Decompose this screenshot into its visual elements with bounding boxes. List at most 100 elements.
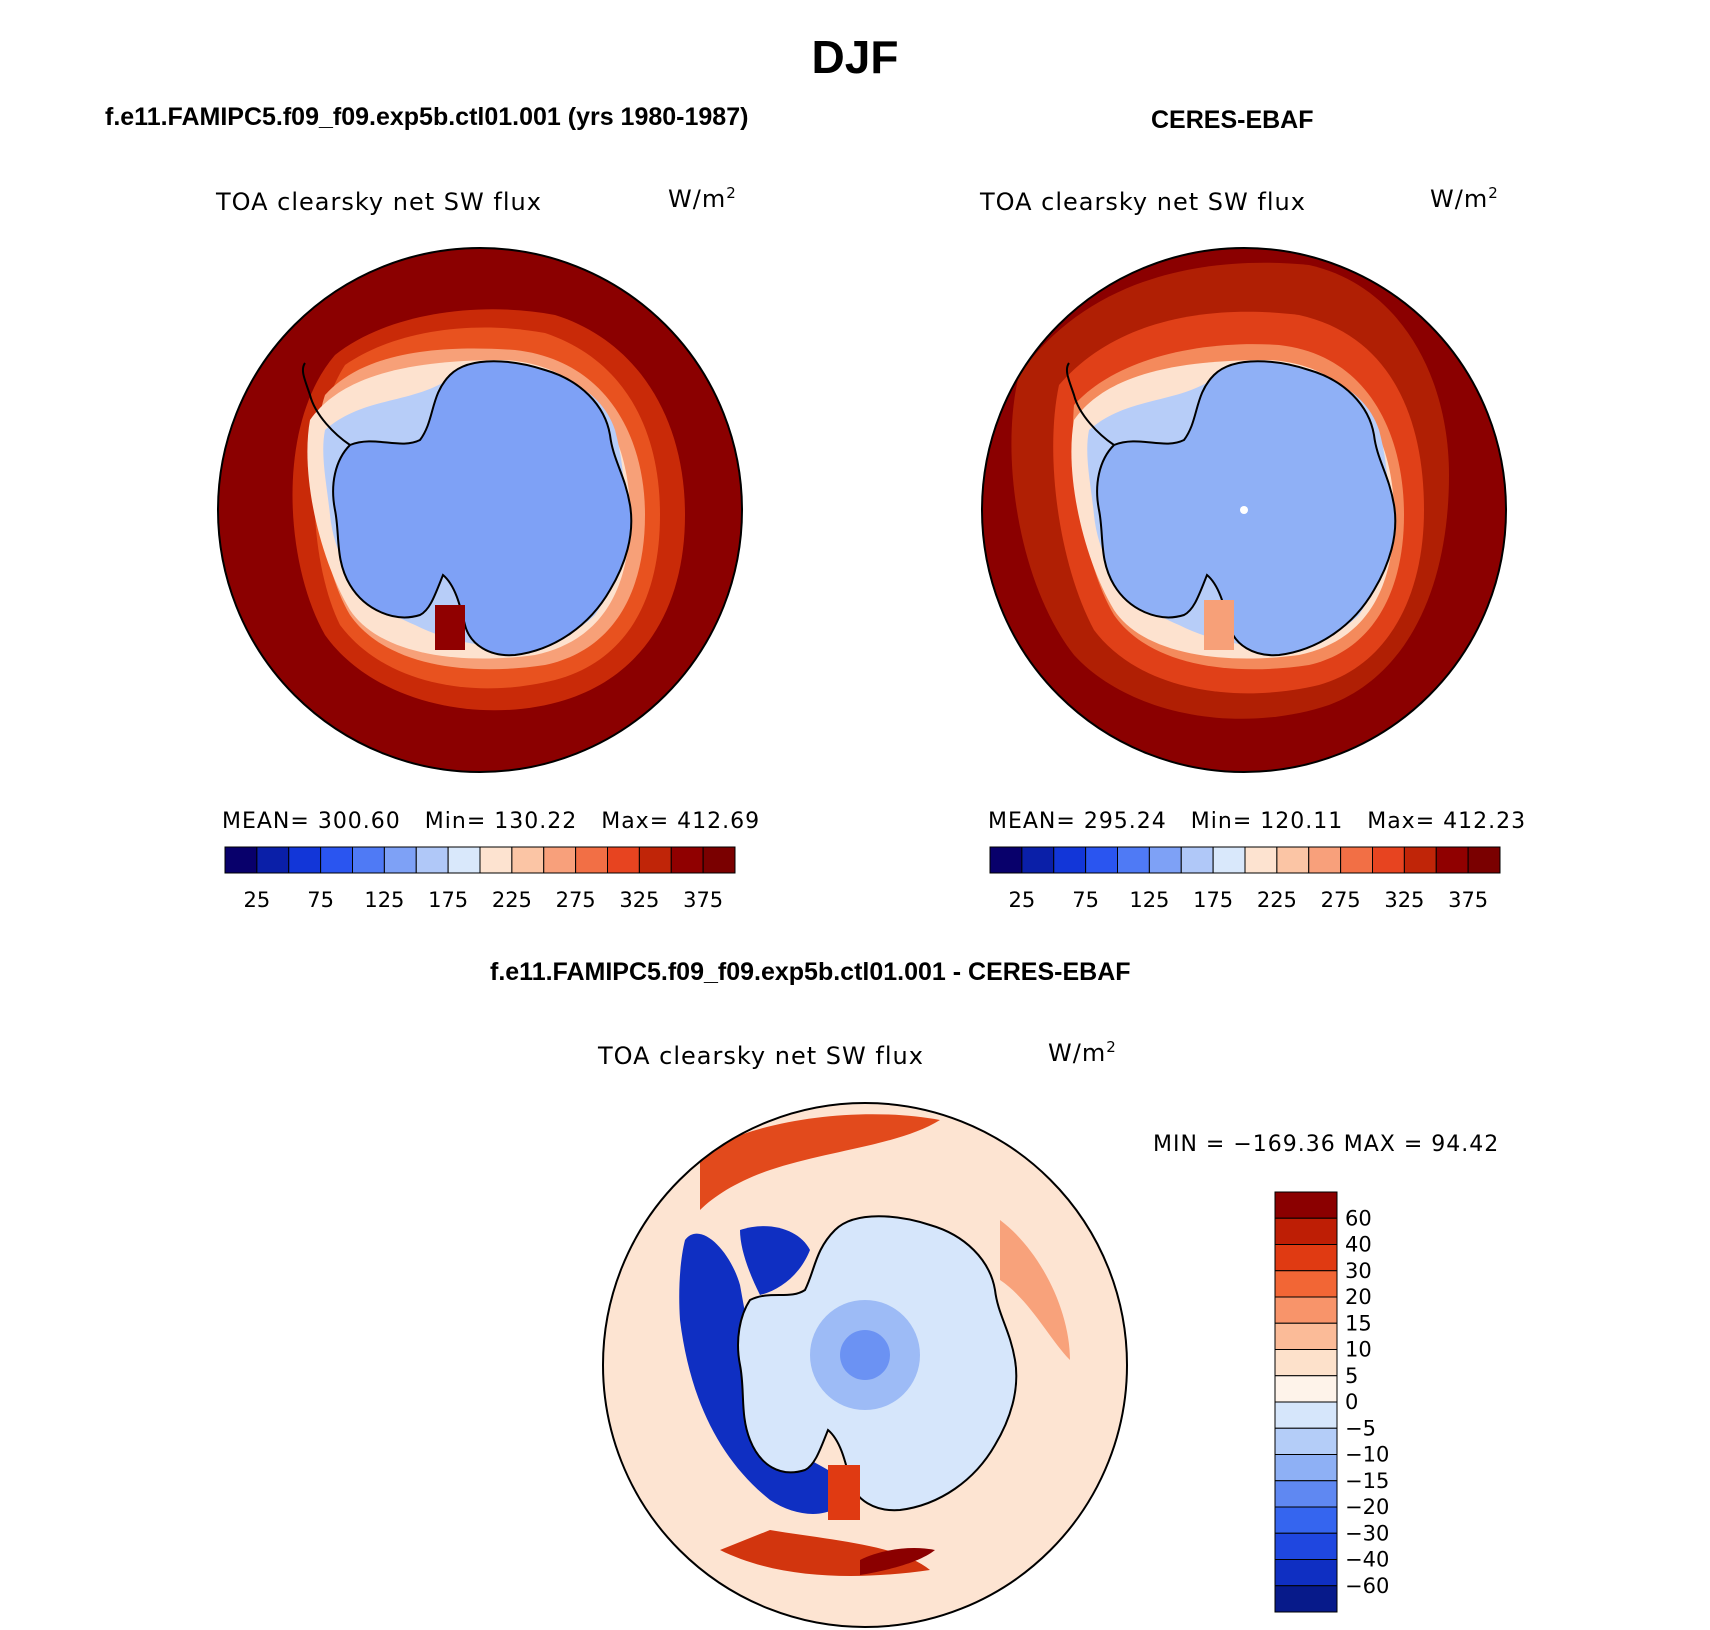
- diff-north-red-band: [700, 1114, 940, 1210]
- model-ross-shelf-hot: [435, 605, 465, 650]
- colorbar-swatch: [543, 846, 577, 874]
- colorbar-tick-label: 325: [619, 888, 659, 912]
- model-variable-label: TOA clearsky net SW flux: [216, 188, 542, 216]
- diff-pole-blue: [840, 1330, 890, 1380]
- colorbar-swatch: [224, 846, 258, 874]
- colorbar-swatch: [670, 846, 704, 874]
- colorbar-swatch: [1085, 846, 1118, 874]
- obs-colorbar: 25 75 125 175 225 275 325 375: [989, 846, 1501, 912]
- colorbar-tick-label: 60: [1345, 1206, 1372, 1230]
- model-polar-map: [217, 247, 743, 773]
- diff-west-blue: [679, 1233, 850, 1514]
- colorbar-tick-label: 40: [1345, 1233, 1372, 1257]
- colorbar-tick-label: 75: [307, 888, 334, 912]
- colorbar-tick-label: 125: [1129, 888, 1169, 912]
- colorbar-swatch: [1117, 846, 1150, 874]
- colorbar-swatch: [288, 846, 322, 874]
- obs-max: Max= 412.23: [1367, 809, 1527, 834]
- colorbar-tick-label: 325: [1384, 888, 1424, 912]
- model-colorbar: 25 75 125 175 225 275 325 375: [224, 846, 736, 912]
- model-stats: MEAN= 300.60 Min= 130.22 Max= 412.69: [222, 809, 760, 834]
- obs-units-label: W/m2: [1430, 184, 1499, 213]
- colorbar-tick-label: 175: [428, 888, 468, 912]
- colorbar-tick-label: 25: [244, 888, 271, 912]
- colorbar-swatch: [1274, 1480, 1338, 1508]
- diff-minmax: MIN = −169.36 MAX = 94.42: [1153, 1132, 1500, 1157]
- diff-south-dark: [860, 1548, 935, 1575]
- colorbar-tick-label: 30: [1345, 1259, 1372, 1283]
- colorbar-swatch: [1244, 846, 1278, 874]
- colorbar-swatch: [1274, 1244, 1338, 1272]
- colorbar-swatch: [1403, 846, 1437, 874]
- colorbar-swatch: [1274, 1349, 1338, 1377]
- colorbar-swatch: [256, 846, 290, 874]
- obs-panel-title: CERES-EBAF: [1151, 106, 1314, 134]
- colorbar-swatch: [447, 846, 481, 874]
- colorbar-swatch: [1372, 846, 1405, 874]
- diff-units-label: W/m2: [1048, 1038, 1117, 1067]
- colorbar-tick-label: 225: [1257, 888, 1297, 912]
- colorbar-swatch: [638, 846, 672, 874]
- obs-peninsula: [1065, 362, 1115, 446]
- colorbar-swatch: [1274, 1375, 1338, 1403]
- colorbar-swatch: [1276, 846, 1310, 874]
- colorbar-swatch: [415, 846, 449, 874]
- colorbar-swatch: [1467, 846, 1501, 874]
- model-map-border: [217, 247, 743, 773]
- model-min: Min= 130.22: [424, 809, 578, 834]
- colorbar-swatch: [607, 846, 640, 874]
- colorbar-tick-label: 10: [1345, 1338, 1372, 1362]
- colorbar-tick-label: −15: [1345, 1469, 1389, 1493]
- colorbar-tick-label: 5: [1345, 1364, 1358, 1388]
- colorbar-swatch: [1274, 1585, 1338, 1613]
- obs-variable-label: TOA clearsky net SW flux: [980, 188, 1306, 216]
- obs-min: Min= 120.11: [1190, 809, 1344, 834]
- colorbar-swatch: [352, 846, 385, 874]
- diff-ross-shelf-red: [828, 1465, 860, 1520]
- colorbar-tick-label: 125: [364, 888, 404, 912]
- colorbar-swatch: [1274, 1401, 1338, 1429]
- colorbar-swatch: [511, 846, 545, 874]
- colorbar-tick-label: 225: [492, 888, 532, 912]
- colorbar-swatch: [1274, 1506, 1338, 1534]
- diff-polar-map: [602, 1102, 1128, 1628]
- colorbar-tick-label: 175: [1193, 888, 1233, 912]
- obs-polar-map: [981, 247, 1507, 773]
- diff-panel-title: f.e11.FAMIPC5.f09_f09.exp5b.ctl01.001 - …: [490, 958, 1131, 986]
- colorbar-swatch: [1148, 846, 1182, 874]
- colorbar-tick-label: 75: [1072, 888, 1099, 912]
- colorbar-tick-label: 275: [556, 888, 596, 912]
- colorbar-swatch: [989, 846, 1023, 874]
- colorbar-swatch: [1274, 1296, 1338, 1324]
- colorbar-swatch: [1340, 846, 1373, 874]
- model-antarctica: [332, 360, 633, 657]
- colorbar-swatch: [1274, 1270, 1338, 1298]
- colorbar-tick-label: −40: [1345, 1548, 1389, 1572]
- model-mean: MEAN= 300.60: [222, 809, 401, 834]
- colorbar-swatch: [1308, 846, 1342, 874]
- colorbar-swatch: [1274, 1427, 1338, 1455]
- colorbar-tick-label: 275: [1321, 888, 1361, 912]
- colorbar-swatch: [1053, 846, 1087, 874]
- obs-stats: MEAN= 295.24 Min= 120.11 Max= 412.23: [988, 809, 1526, 834]
- figure-title: DJF: [811, 31, 899, 83]
- colorbar-swatch: [1274, 1322, 1338, 1350]
- colorbar-swatch: [1274, 1532, 1338, 1560]
- colorbar-tick-label: 20: [1345, 1285, 1372, 1309]
- colorbar-swatch: [1435, 846, 1469, 874]
- colorbar-swatch: [1274, 1217, 1338, 1245]
- colorbar-swatch: [575, 846, 608, 874]
- colorbar-swatch: [320, 846, 353, 874]
- colorbar-swatch: [479, 846, 513, 874]
- colorbar-swatch: [1274, 1559, 1338, 1587]
- colorbar-tick-label: 375: [1448, 888, 1488, 912]
- colorbar-swatch: [702, 846, 736, 874]
- colorbar-swatch: [1180, 846, 1214, 874]
- colorbar-swatch: [383, 846, 417, 874]
- colorbar-tick-label: −30: [1345, 1521, 1389, 1545]
- model-panel-title: f.e11.FAMIPC5.f09_f09.exp5b.ctl01.001 (y…: [105, 103, 749, 131]
- colorbar-tick-label: −60: [1345, 1574, 1389, 1598]
- colorbar-tick-label: −20: [1345, 1495, 1389, 1519]
- colorbar-tick-label: 15: [1345, 1311, 1372, 1335]
- diff-variable-label: TOA clearsky net SW flux: [598, 1042, 924, 1070]
